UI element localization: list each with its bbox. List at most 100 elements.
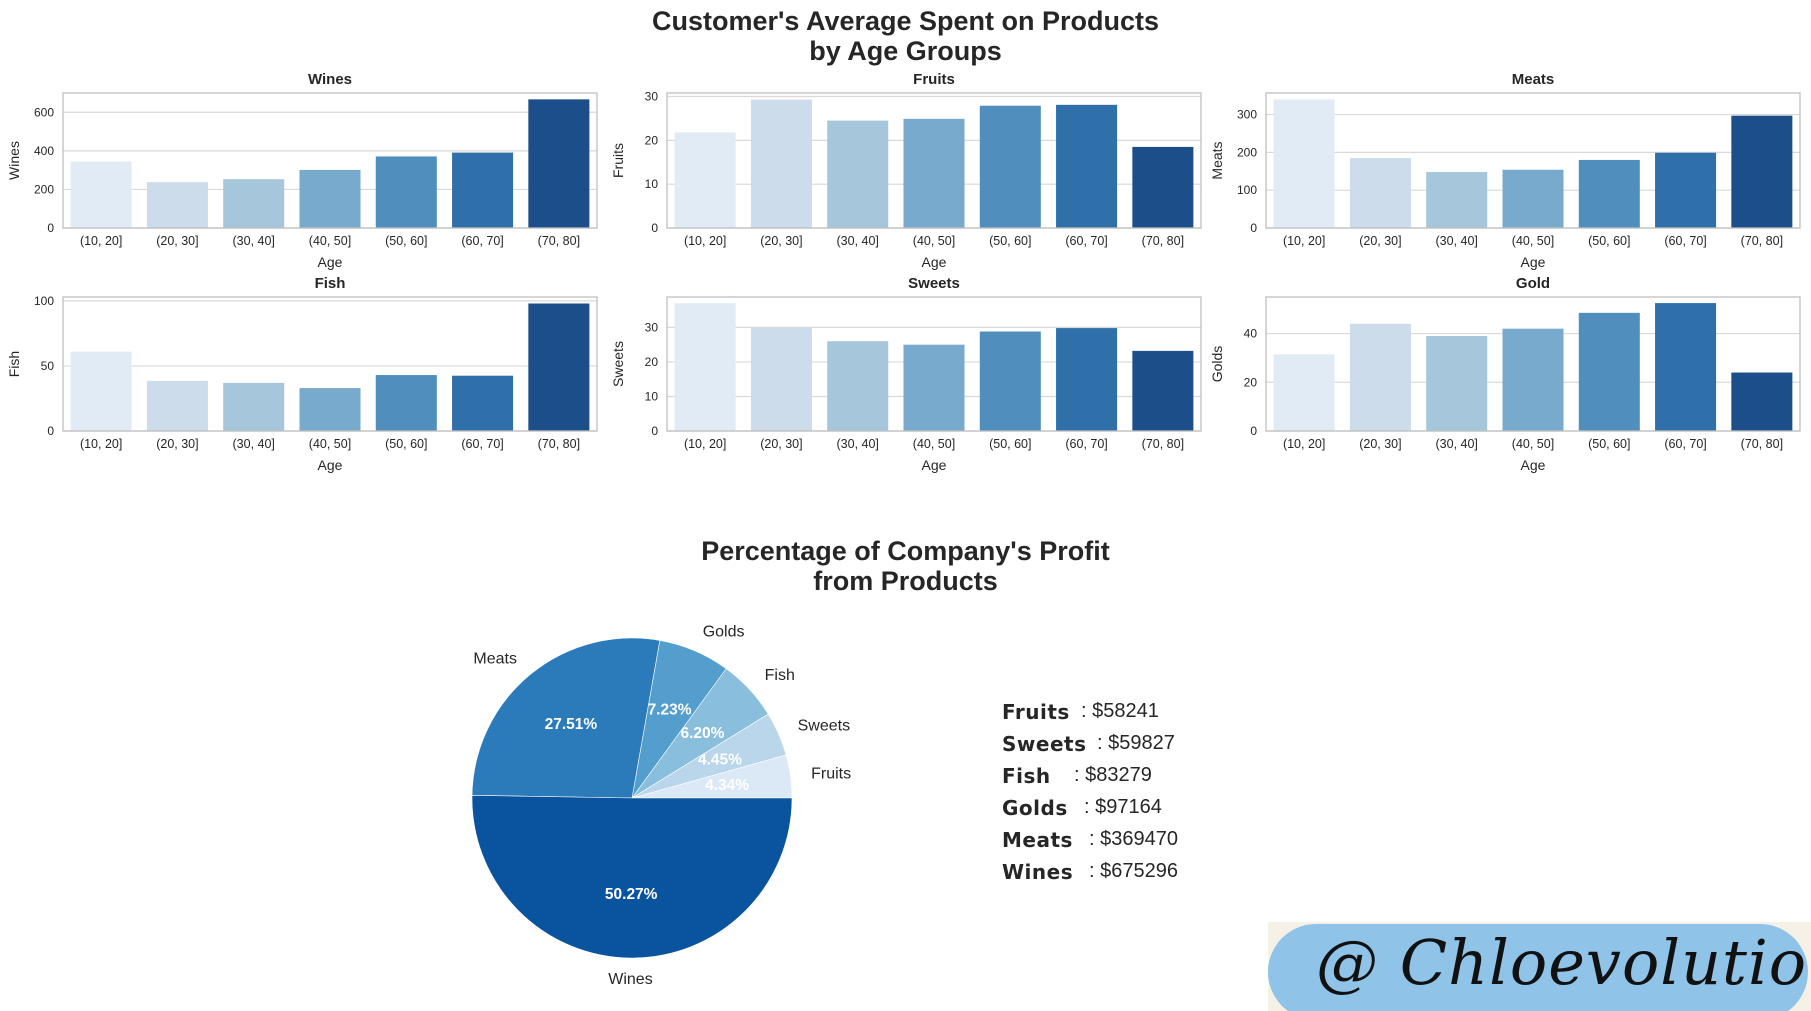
x-tick-label: (20, 30] <box>156 234 198 248</box>
pie-percent-label: 4.45% <box>698 752 742 769</box>
bar <box>1502 169 1564 228</box>
bar <box>1132 146 1194 228</box>
profit-value: : $58241 <box>1081 700 1159 722</box>
bar <box>903 344 965 431</box>
profit-name: Wines <box>1002 860 1074 884</box>
y-axis-label: Sweets <box>610 341 626 387</box>
bar <box>1349 323 1411 431</box>
x-tick-label: (10, 20] <box>80 234 122 248</box>
bar <box>1426 335 1488 431</box>
x-tick-label: (50, 60] <box>989 234 1031 248</box>
badge-text: @ Chloevolution <box>1316 926 1811 999</box>
x-tick-label: (50, 60] <box>989 437 1031 451</box>
pie-label: Wines <box>608 971 652 988</box>
chart-title: Fruits <box>913 71 955 88</box>
y-axis-label: Golds <box>1209 346 1225 383</box>
x-tick-label: (10, 20] <box>684 234 726 248</box>
profit-value: : $59827 <box>1097 732 1175 754</box>
bar <box>827 341 889 431</box>
bar <box>1056 328 1118 431</box>
y-tick-label: 0 <box>651 424 658 438</box>
y-tick-label: 200 <box>34 182 54 196</box>
x-tick-label: (30, 40] <box>233 437 275 451</box>
x-tick-label: (60, 70] <box>1664 437 1706 451</box>
main-title-line-1: Customer's Average Spent on Products <box>651 6 1160 36</box>
bar <box>750 99 812 228</box>
y-tick-label: 400 <box>34 144 54 158</box>
y-axis-label: Fish <box>6 351 22 377</box>
bar <box>827 120 889 228</box>
x-tick-label: (70, 80] <box>538 437 580 451</box>
profit-name: Golds <box>1002 796 1068 820</box>
pie-title-line-1: Percentage of Company's Profit <box>701 536 1110 566</box>
x-tick-label: (40, 50] <box>1512 437 1554 451</box>
bar <box>70 351 132 431</box>
watermark-badge: @ Chloevolution <box>1268 922 1811 1011</box>
bar-chart-meats: 0 100 200 300 (10, 20] (20, 30] (30, 40] (40, 5… <box>1209 71 1801 270</box>
chart-title: Sweets <box>908 275 960 292</box>
axes-frame <box>666 92 1202 229</box>
y-tick-label: 20 <box>1244 375 1258 389</box>
bar <box>1578 312 1640 431</box>
bar <box>1273 99 1335 228</box>
x-tick-label: (30, 40] <box>233 234 275 248</box>
x-tick-label: (40, 50] <box>913 437 955 451</box>
pie-title-line-2: from Products <box>813 566 998 596</box>
x-tick-label: (10, 20] <box>1283 437 1325 451</box>
x-tick-label: (40, 50] <box>309 234 351 248</box>
pie-slice-wines <box>471 794 793 959</box>
bar <box>979 331 1041 431</box>
bar <box>223 179 285 228</box>
bar <box>146 182 208 228</box>
x-tick-label: (50, 60] <box>1588 234 1630 248</box>
axes-frame <box>666 296 1202 432</box>
y-tick-label: 600 <box>34 105 54 119</box>
y-tick-label: 50 <box>41 359 55 373</box>
profit-name: Fish <box>1002 764 1051 788</box>
main-title-line-2: by Age Groups <box>809 36 1002 66</box>
profit-value: : $369470 <box>1089 828 1178 850</box>
x-tick-label: (20, 30] <box>760 437 802 451</box>
bar <box>1056 104 1118 228</box>
bar <box>674 132 736 228</box>
x-axis-label: Age <box>318 457 343 473</box>
y-tick-label: 40 <box>1244 327 1258 341</box>
x-tick-label: (70, 80] <box>1142 437 1184 451</box>
y-tick-label: 10 <box>645 389 659 403</box>
profit-name: Meats <box>1002 828 1073 852</box>
y-tick-label: 0 <box>47 424 54 438</box>
bar <box>452 152 514 228</box>
profit-value: : $675296 <box>1089 860 1178 882</box>
bar <box>375 156 437 228</box>
bar <box>528 99 590 228</box>
x-tick-label: (20, 30] <box>1359 234 1401 248</box>
pie-label: Fish <box>765 667 795 684</box>
y-tick-label: 100 <box>1237 183 1257 197</box>
chart-title: Meats <box>1512 71 1555 88</box>
x-tick-label: (40, 50] <box>309 437 351 451</box>
x-tick-label: (60, 70] <box>1664 234 1706 248</box>
x-tick-label: (50, 60] <box>385 234 427 248</box>
pie-percent-label: 4.34% <box>705 777 749 794</box>
bar <box>1502 328 1564 431</box>
bar <box>1349 158 1411 228</box>
bar-chart-sweets: 0 10 20 30 (10, 20] (20, 30] (30, 40] (40, 50] (… <box>610 275 1202 473</box>
x-axis-label: Age <box>1521 254 1546 270</box>
x-tick-label: (30, 40] <box>837 234 879 248</box>
x-tick-label: (70, 80] <box>1142 234 1184 248</box>
bar <box>223 382 285 431</box>
axes-frame <box>1265 92 1801 229</box>
x-tick-label: (10, 20] <box>684 437 726 451</box>
y-tick-label: 10 <box>645 177 659 191</box>
bar-chart-fish: 0 50 100 (10, 20] (20, 30] (30, 40] (40, 50] (5… <box>6 275 598 473</box>
x-tick-label: (20, 30] <box>760 234 802 248</box>
x-tick-label: (60, 70] <box>1065 437 1107 451</box>
badge-pill <box>1268 924 1808 1011</box>
bar <box>528 303 590 431</box>
pie-slice-meats <box>471 637 661 799</box>
y-tick-label: 30 <box>645 90 659 104</box>
chart-title: Fish <box>315 275 346 292</box>
bar <box>1731 115 1793 228</box>
x-tick-label: (70, 80] <box>1741 234 1783 248</box>
